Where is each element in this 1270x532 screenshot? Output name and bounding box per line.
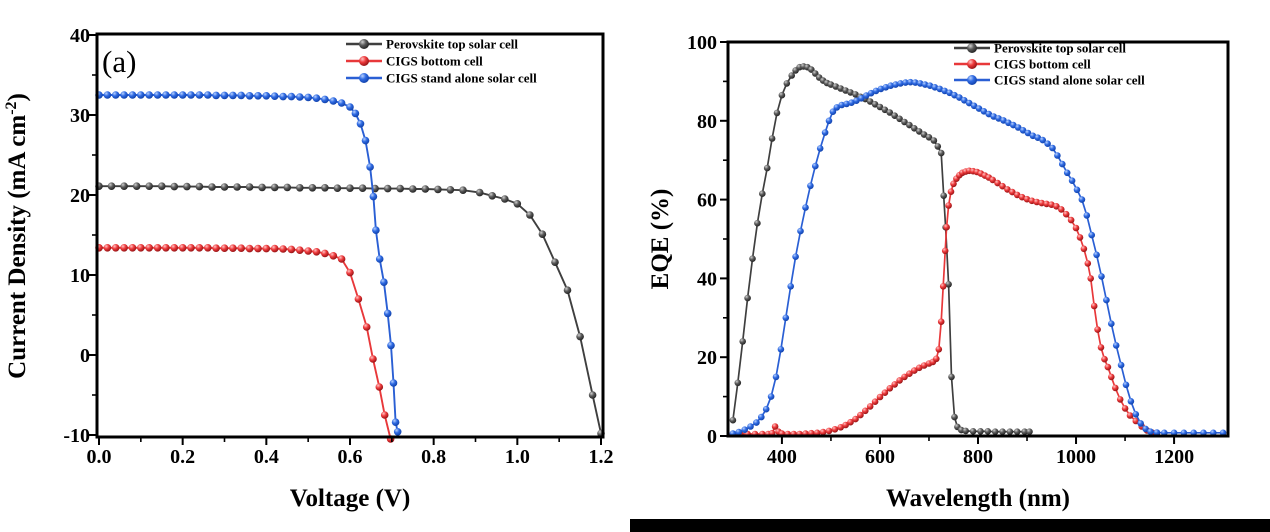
series-markers-cigs_bottom: [95, 244, 395, 443]
svg-text:400: 400: [767, 446, 797, 468]
svg-text:EQE (%): EQE (%): [647, 189, 674, 290]
svg-text:0.4: 0.4: [254, 446, 279, 468]
svg-text:0: 0: [707, 426, 717, 448]
legend-label: CIGS stand alone solar cell: [386, 71, 537, 86]
svg-text:20: 20: [697, 347, 717, 369]
ticks: [720, 41, 1176, 444]
svg-text:1200: 1200: [1154, 446, 1194, 468]
legend-label: CIGS bottom cell: [386, 54, 483, 69]
svg-text:100: 100: [687, 32, 717, 54]
series-line-cigs_standalone: [99, 94, 399, 433]
legend-marker-perovskite: [967, 43, 977, 53]
svg-text:0.6: 0.6: [338, 446, 363, 468]
svg-text:60: 60: [697, 190, 717, 212]
svg-text:40: 40: [70, 25, 90, 47]
y-axis-title: Current Density (mA cm-2): [3, 93, 31, 379]
svg-text:80: 80: [697, 111, 717, 133]
svg-text:20: 20: [70, 185, 90, 207]
legend-label: Perovskite top solar cell: [386, 37, 518, 52]
x-axis-title: Wavelength (nm): [886, 485, 1070, 512]
legend-label: Perovskite top solar cell: [994, 41, 1126, 56]
svg-text:-10: -10: [63, 425, 90, 447]
svg-text:10: 10: [70, 265, 90, 287]
svg-text:30: 30: [70, 105, 90, 127]
ticks: [89, 34, 602, 445]
series-markers-cigs_standalone: [95, 91, 402, 436]
svg-text:1000: 1000: [1056, 446, 1096, 468]
legend-marker-cigs_bottom: [967, 59, 977, 69]
legend-marker-perovskite: [359, 39, 369, 49]
tick-labels: 0.0 0.2 0.4 0.6 0.8 1.0 1.2 -10 0 10 20 30 40: [63, 25, 613, 468]
svg-text:1.2: 1.2: [589, 446, 614, 468]
legend-marker-cigs_bottom: [359, 56, 369, 66]
svg-text:1.0: 1.0: [505, 446, 530, 468]
svg-text:0: 0: [80, 345, 90, 367]
legend-label: CIGS stand alone solar cell: [994, 73, 1145, 88]
legend-marker-cigs_standalone: [967, 75, 977, 85]
x-axis-title: Voltage (V): [290, 485, 411, 512]
panel-label: (a): [102, 44, 137, 79]
bottom-black-bar: [630, 519, 1270, 532]
series-line-perovskite: [99, 185, 602, 434]
tick-labels: 400 600 800 1000 1200 0 20 40 60 80 100: [687, 32, 1194, 468]
jv-chart: 0.0 0.2 0.4 0.6 0.8 1.0 1.2 -10 0 10 20 30 40 Voltage…: [3, 25, 614, 512]
series-line-cigs_bottom: [99, 246, 392, 440]
series-markers-perovskite: [95, 182, 605, 438]
legend-label: CIGS bottom cell: [994, 57, 1091, 72]
series-line-cigs_standalone: [732, 81, 1224, 435]
svg-text:600: 600: [865, 446, 895, 468]
svg-text:0.0: 0.0: [87, 446, 112, 468]
svg-text:0.8: 0.8: [421, 446, 446, 468]
eqe-chart: 400 600 800 1000 1200 0 20 40 60 80 100 Wavelength …: [647, 32, 1230, 512]
plot-frame: [726, 40, 1230, 438]
svg-text:40: 40: [697, 268, 717, 290]
svg-text:Current Density (mA cm-2): Current Density (mA cm-2): [3, 93, 31, 379]
legend-marker-cigs_standalone: [359, 73, 369, 83]
svg-text:800: 800: [963, 446, 993, 468]
series-markers-cigs_standalone: [729, 78, 1227, 437]
svg-text:0.2: 0.2: [170, 446, 195, 468]
y-axis-title: EQE (%): [647, 189, 674, 290]
legend: Perovskite top solar cell CIGS bottom cel…: [346, 37, 537, 86]
